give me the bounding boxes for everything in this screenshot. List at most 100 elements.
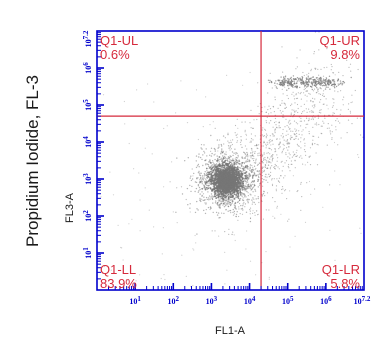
data-point [281,152,283,154]
data-point [225,198,227,200]
data-point [284,189,287,191]
data-point [221,163,223,165]
data-point [211,172,213,174]
data-point [303,74,305,77]
data-point [211,164,213,166]
data-point [253,159,255,162]
data-point [288,163,290,166]
data-point [257,179,260,181]
data-point [239,177,241,179]
data-point [271,156,273,158]
data-point [249,213,251,215]
data-point [288,126,290,128]
data-point [213,166,216,169]
data-point [304,142,306,144]
data-point [227,156,229,158]
data-point [241,207,244,210]
data-point [199,172,201,174]
data-point [249,155,251,157]
data-point [204,212,207,215]
data-point [299,93,301,95]
data-point [228,169,231,171]
data-point [322,85,324,87]
data-point [255,161,257,163]
data-point [231,162,233,164]
data-point [222,150,224,153]
data-point [220,166,222,168]
data-point [250,169,252,172]
data-point [229,149,231,151]
data-point [284,86,286,88]
data-point [290,85,293,87]
data-point [324,117,326,119]
data-point [195,155,198,157]
data-point [326,48,328,50]
data-point [245,171,247,174]
data-point [266,152,268,154]
data-point [291,156,293,158]
data-point [285,106,287,108]
data-point [197,184,200,186]
data-point [265,145,267,147]
data-point [297,92,299,94]
data-point [332,114,334,116]
data-point [202,126,204,128]
data-point [212,178,215,180]
data-point [214,153,216,155]
data-point [233,175,235,177]
data-point [253,157,255,160]
data-point [256,144,258,146]
data-point [234,169,236,171]
data-point [296,103,299,106]
data-point [206,155,208,157]
data-point [312,118,314,121]
data-point [233,186,235,189]
data-point [249,217,252,219]
data-point [237,196,239,198]
data-point [227,198,229,200]
data-point [215,172,218,174]
data-point [220,143,222,146]
data-point [225,187,228,189]
data-point [269,135,271,137]
data-point [153,226,155,228]
data-point [251,188,253,190]
data-point [239,141,242,143]
data-point [110,269,112,271]
data-point [201,148,203,150]
data-point [226,177,228,179]
data-point [268,142,270,144]
data-point [283,102,285,104]
data-point [300,79,303,81]
data-point [203,144,205,146]
data-point [208,199,210,201]
data-point [320,68,322,70]
data-point [263,190,265,192]
data-point [215,211,218,214]
data-point [209,161,211,163]
data-point [303,110,305,112]
data-point [270,144,272,146]
data-point [323,122,325,124]
data-point [203,187,205,189]
data-point [264,128,266,130]
data-point [306,74,308,76]
data-point [342,75,344,77]
data-point [231,199,233,201]
data-point [201,187,204,190]
data-point [322,78,325,80]
data-point [267,167,269,169]
data-point [253,171,255,173]
data-point [210,134,212,137]
data-point [295,94,297,96]
data-point [251,199,253,201]
data-point [276,87,278,90]
data-point [257,147,259,150]
data-point [315,152,317,154]
data-point [239,213,241,215]
data-point [235,213,238,216]
data-point [207,185,209,187]
data-point [231,177,233,180]
data-point [186,122,189,124]
data-point [300,137,302,139]
